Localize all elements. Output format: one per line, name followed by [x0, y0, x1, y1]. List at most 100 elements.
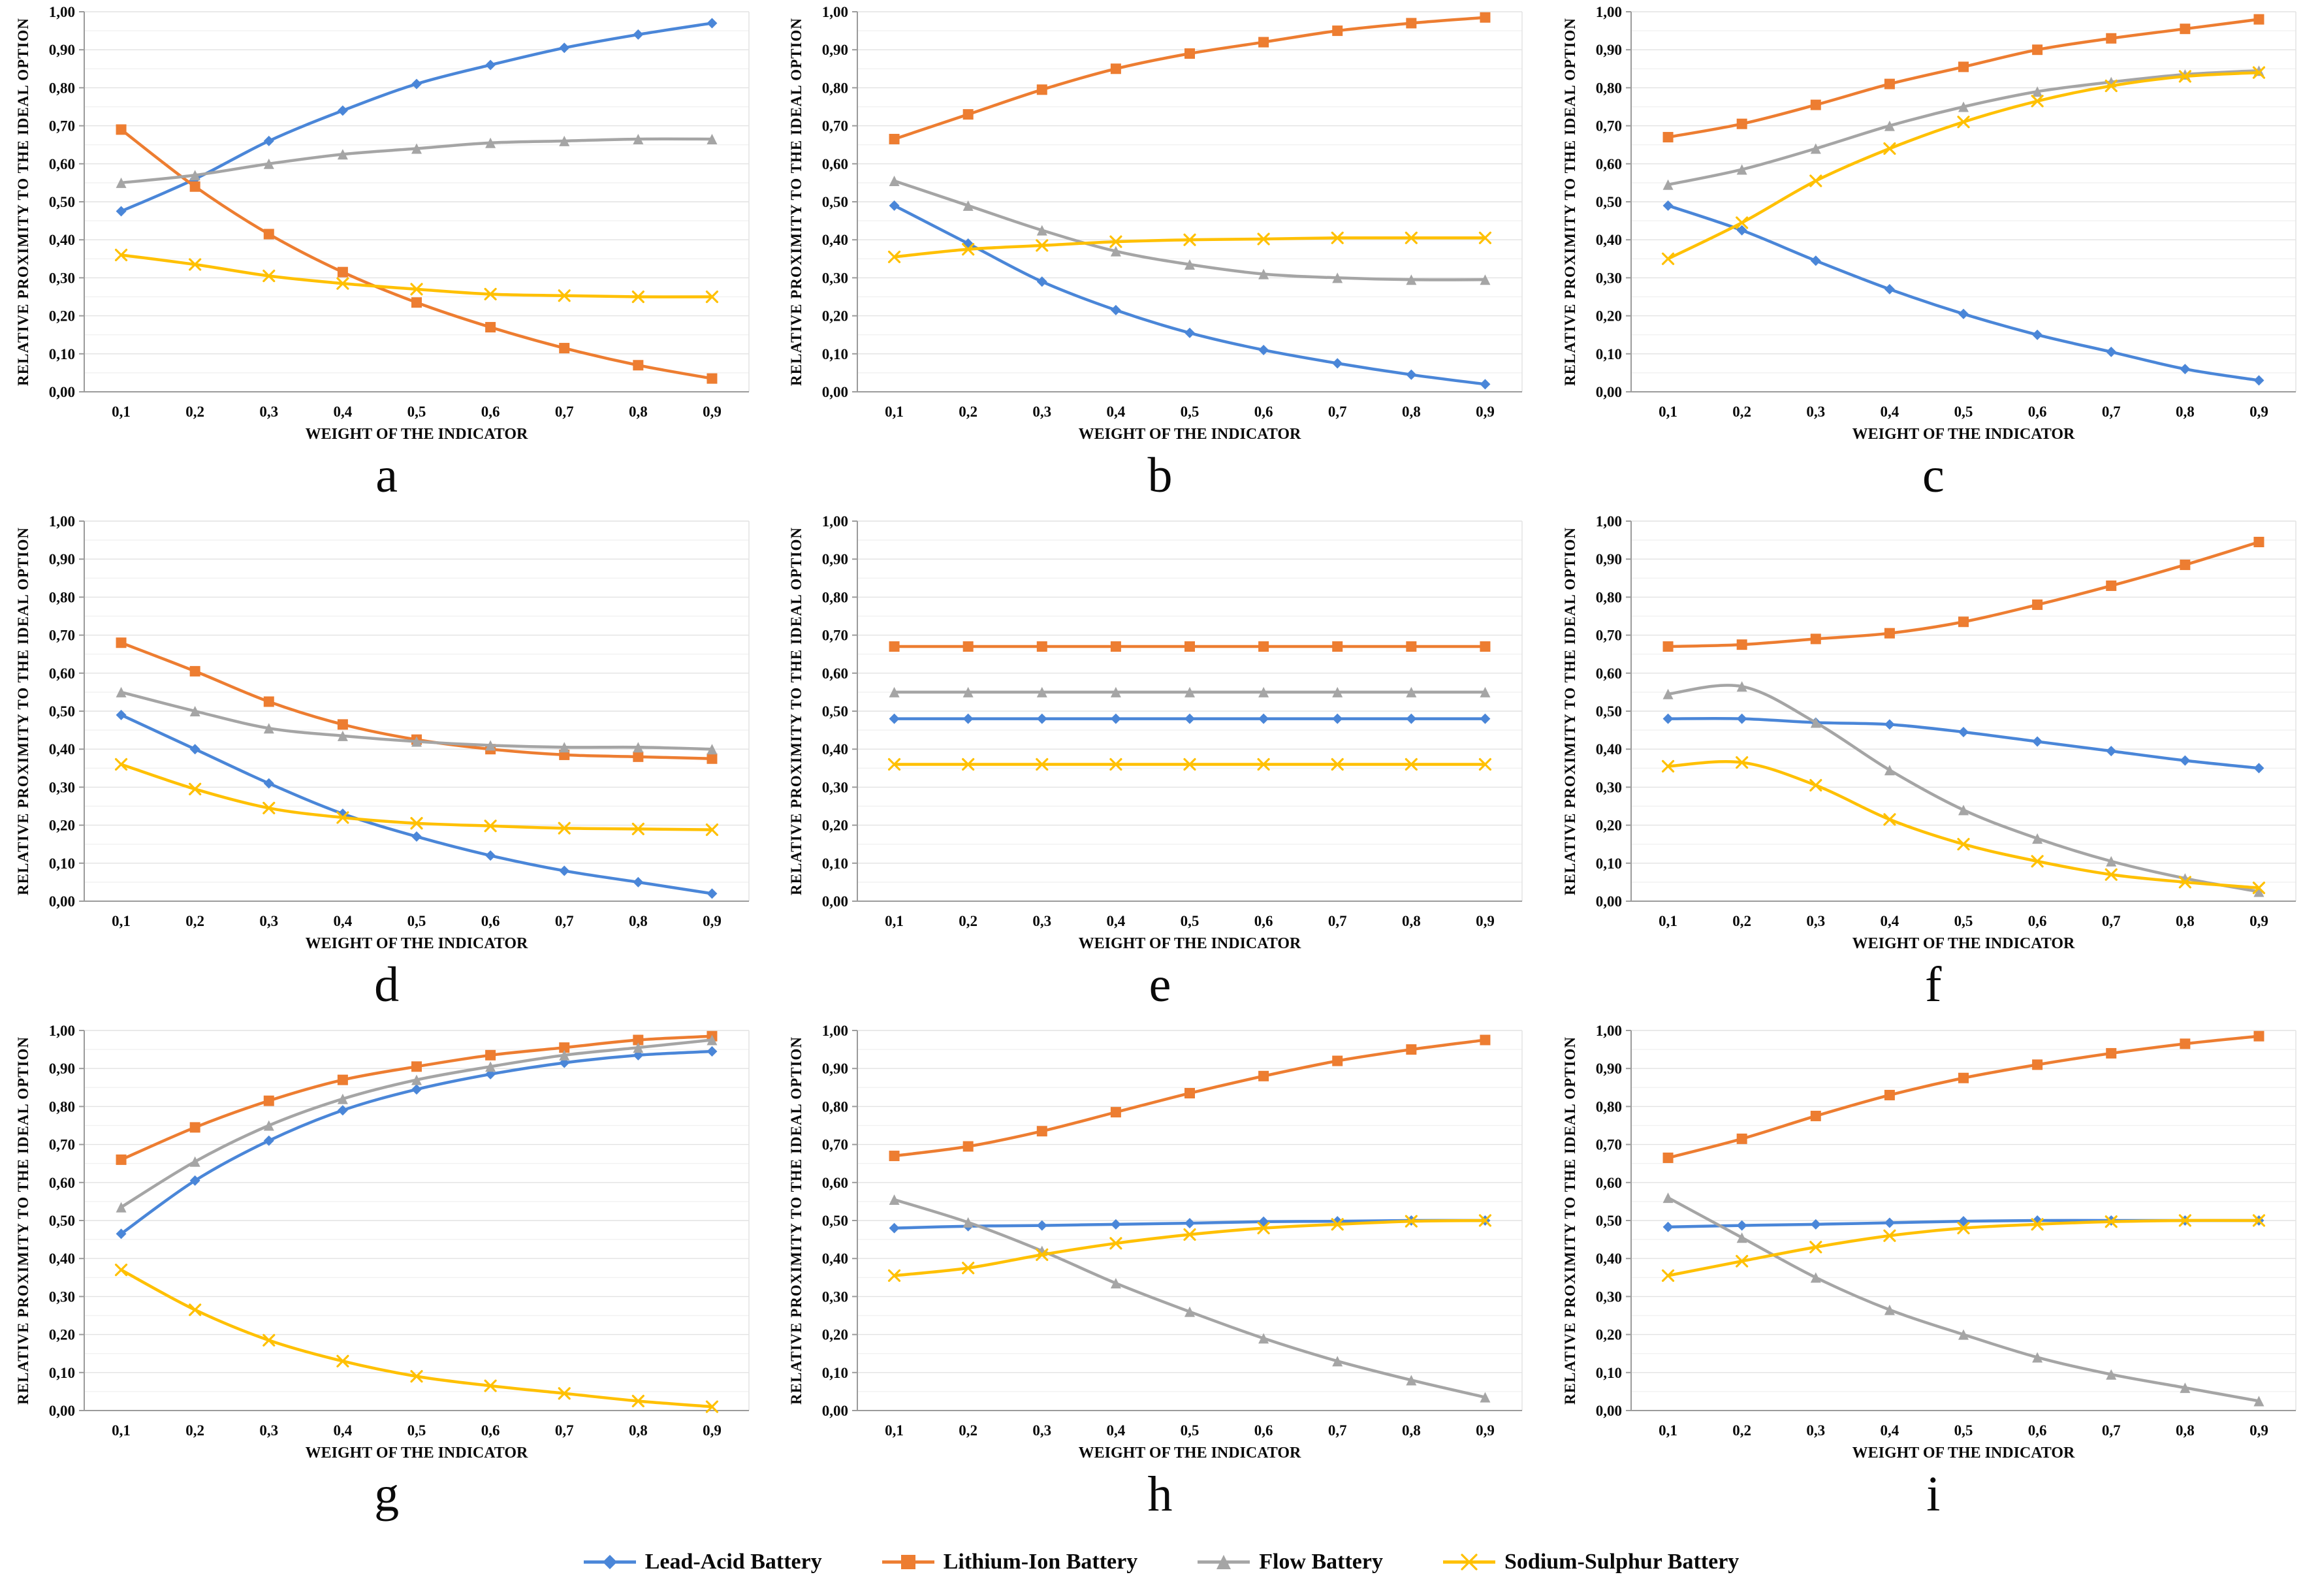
svg-text:1,00: 1,00 — [822, 513, 848, 530]
x-axis-title: WEIGHT OF THE INDICATOR — [1079, 935, 1301, 952]
svg-text:0,10: 0,10 — [49, 855, 75, 872]
svg-text:0,10: 0,10 — [1596, 1365, 1622, 1381]
svg-text:0,90: 0,90 — [1596, 42, 1622, 58]
svg-text:0,9: 0,9 — [1476, 913, 1495, 929]
svg-text:0,5: 0,5 — [407, 404, 426, 420]
series-sodium-sulphur — [1661, 1214, 2265, 1282]
svg-text:0,7: 0,7 — [2102, 1422, 2121, 1439]
svg-text:0,20: 0,20 — [49, 308, 75, 325]
svg-text:0,60: 0,60 — [822, 665, 848, 682]
svg-text:0,30: 0,30 — [822, 270, 848, 286]
svg-text:0,5: 0,5 — [1954, 913, 1973, 929]
svg-text:0,5: 0,5 — [407, 913, 426, 929]
svg-text:1,00: 1,00 — [822, 1023, 848, 1039]
series-lead-acid — [116, 18, 718, 217]
series-lithium-ion — [1662, 14, 2264, 143]
x-tick-labels: 0,1 0,2 0,3 0,4 0,5 0,6 0,7 0,8 0,9 — [1659, 1422, 2268, 1439]
svg-text:0,90: 0,90 — [49, 42, 75, 58]
legend-label-flow: Flow Battery — [1259, 1550, 1383, 1574]
series-lead-acid — [1662, 1215, 2264, 1232]
svg-text:0,50: 0,50 — [822, 194, 848, 210]
svg-text:0,80: 0,80 — [49, 80, 75, 96]
svg-text:0,30: 0,30 — [49, 1288, 75, 1305]
svg-text:0,6: 0,6 — [1254, 1422, 1273, 1439]
legend-item-lithium-ion: Lithium-Ion Battery — [880, 1549, 1137, 1575]
x-axis-title: WEIGHT OF THE INDICATOR — [1079, 426, 1301, 443]
y-tick-labels: 0,00 0,10 0,20 0,30 0,40 0,50 0,60 0,70 0,80 0,90… — [49, 513, 85, 910]
svg-text:0,5: 0,5 — [1181, 913, 1200, 929]
chart-h-svg: 0,000,100,200,300,400,500,600,700,800,90… — [788, 1023, 1523, 1461]
svg-text:0,8: 0,8 — [2176, 404, 2195, 420]
svg-text:0,60: 0,60 — [49, 665, 75, 682]
chart-label-h: h — [1147, 1467, 1173, 1522]
y-axis-title: RELATIVE PROXIMITY TO THE IDEAL OPTION — [15, 18, 31, 386]
chart-label-f: f — [1925, 957, 1942, 1012]
gridlines — [857, 520, 1523, 902]
y-tick-labels: 0,00 0,10 0,20 0,30 0,40 0,50 0,60 0,70 0,80 0,90… — [822, 4, 858, 400]
svg-text:0,2: 0,2 — [1732, 404, 1751, 420]
svg-text:1,00: 1,00 — [49, 4, 75, 20]
svg-text:0,7: 0,7 — [1328, 913, 1347, 929]
svg-text:0,4: 0,4 — [334, 913, 353, 929]
svg-text:0,8: 0,8 — [1402, 913, 1421, 929]
svg-text:0,10: 0,10 — [49, 1365, 75, 1381]
svg-text:0,4: 0,4 — [1880, 1422, 1899, 1439]
x-tick-labels: 0,1 0,2 0,3 0,4 0,5 0,6 0,7 0,8 0,9 — [112, 404, 722, 420]
chart-label-g: g — [374, 1467, 400, 1522]
svg-text:1,00: 1,00 — [822, 4, 848, 20]
series-lithium-ion — [889, 12, 1491, 144]
lead-acid-marker-icon — [583, 1555, 636, 1569]
svg-text:0,40: 0,40 — [1596, 1251, 1622, 1267]
chart-cell-h: 0,00 0,10 0,20 0,30 0,40 0,50 0,60 0,70 0,80 0,90… — [773, 1019, 1546, 1528]
svg-text:0,10: 0,10 — [822, 855, 848, 872]
svg-text:1,00: 1,00 — [49, 513, 75, 530]
svg-text:0,4: 0,4 — [1107, 404, 1126, 420]
chart-c-svg: 0,000,100,200,300,400,500,600,700,800,90… — [1562, 4, 2296, 443]
series-flow — [1662, 65, 2264, 190]
svg-text:0,5: 0,5 — [1181, 1422, 1200, 1439]
svg-text:0,70: 0,70 — [1596, 1137, 1622, 1153]
svg-text:0,80: 0,80 — [49, 1098, 75, 1115]
chart-cell-e: 0,00 0,10 0,20 0,30 0,40 0,50 0,60 0,70 0,80 0,90… — [773, 509, 1546, 1019]
svg-text:0,70: 0,70 — [49, 118, 75, 135]
series-flow — [1662, 681, 2264, 897]
svg-text:0,10: 0,10 — [822, 346, 848, 362]
y-axis-title: RELATIVE PROXIMITY TO THE IDEAL OPTION — [1562, 18, 1578, 386]
chart-cell-i: 0,00 0,10 0,20 0,30 0,40 0,50 0,60 0,70 0,80 0,90… — [1547, 1019, 2320, 1528]
svg-text:0,1: 0,1 — [112, 913, 131, 929]
x-axis-title: WEIGHT OF THE INDICATOR — [1852, 426, 2074, 443]
series-flow — [116, 686, 718, 755]
svg-text:0,20: 0,20 — [1596, 1327, 1622, 1343]
svg-text:0,00: 0,00 — [49, 384, 75, 400]
series-sodium-sulphur — [888, 231, 1492, 263]
series-sodium-sulphur — [888, 1214, 1492, 1282]
x-axis-title: WEIGHT OF THE INDICATOR — [1852, 1444, 2074, 1461]
svg-text:0,5: 0,5 — [1954, 1422, 1973, 1439]
svg-text:0,3: 0,3 — [260, 913, 279, 929]
svg-text:0,00: 0,00 — [49, 1403, 75, 1419]
svg-text:0,4: 0,4 — [334, 1422, 353, 1439]
svg-text:0,60: 0,60 — [49, 1175, 75, 1191]
svg-text:0,70: 0,70 — [822, 1137, 848, 1153]
series-lead-acid — [889, 200, 1491, 390]
svg-text:0,9: 0,9 — [1476, 404, 1495, 420]
svg-text:0,50: 0,50 — [1596, 194, 1622, 210]
svg-text:0,90: 0,90 — [822, 1061, 848, 1077]
svg-text:0,70: 0,70 — [822, 628, 848, 644]
y-axis-title: RELATIVE PROXIMITY TO THE IDEAL OPTION — [788, 1036, 804, 1405]
y-tick-labels: 0,00 0,10 0,20 0,30 0,40 0,50 0,60 0,70 0,80 0,90… — [1596, 1023, 1631, 1419]
chart-cell-g: 0,00 0,10 0,20 0,30 0,40 0,50 0,60 0,70 0,80 0,90… — [0, 1019, 773, 1528]
svg-text:0,8: 0,8 — [629, 1422, 648, 1439]
svg-text:0,80: 0,80 — [49, 589, 75, 605]
svg-text:0,8: 0,8 — [629, 913, 648, 929]
svg-text:0,1: 0,1 — [112, 1422, 131, 1439]
svg-text:0,4: 0,4 — [1880, 913, 1899, 929]
svg-text:0,2: 0,2 — [185, 1422, 204, 1439]
svg-text:0,3: 0,3 — [1806, 404, 1825, 420]
series-lithium-ion — [116, 1030, 718, 1165]
y-tick-labels: 0,00 0,10 0,20 0,30 0,40 0,50 0,60 0,70 0,80 0,90… — [1596, 513, 1631, 910]
y-tick-labels: 0,00 0,10 0,20 0,30 0,40 0,50 0,60 0,70 0,80 0,90… — [1596, 4, 1631, 400]
y-axis-title: RELATIVE PROXIMITY TO THE IDEAL OPTION — [1562, 527, 1578, 895]
svg-text:0,50: 0,50 — [49, 194, 75, 210]
legend-item-lead-acid: Lead-Acid Battery — [581, 1549, 822, 1575]
